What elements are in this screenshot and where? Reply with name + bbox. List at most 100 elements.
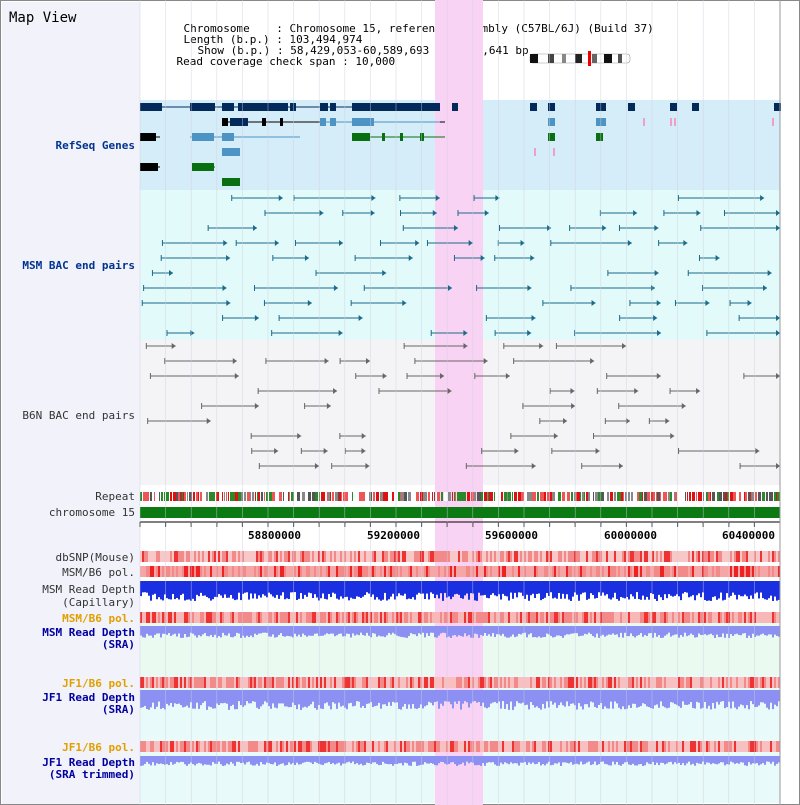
msm-depth-sra-bar <box>160 626 162 638</box>
msm-b6-pol-cell <box>306 566 308 577</box>
msm-depth-sra-bar <box>634 626 636 638</box>
msm-depth-sra-bar <box>768 626 770 635</box>
dbsnp-cell <box>256 551 258 562</box>
msm-depth-capillary-bar <box>234 581 236 601</box>
msm-b6-pol-cell <box>456 566 458 577</box>
msm-depth-capillary-bar <box>652 581 654 595</box>
msm-b6-pol-cell <box>656 566 658 577</box>
jf1-b6-pol-2-cell <box>272 741 274 752</box>
polymorphism-tracks[interactable] <box>140 551 780 766</box>
jf1-b6-pol-2-cell <box>608 741 610 752</box>
jf1-b6-pol-2-cell <box>294 741 296 752</box>
repeat-element <box>540 492 541 501</box>
repeat-element <box>233 492 235 501</box>
msm-depth-sra-bar <box>236 626 238 633</box>
dbsnp-cell <box>388 551 390 562</box>
msm-depth-sra-bar <box>174 626 176 634</box>
msm-b6-pol-sra-cell <box>454 612 456 623</box>
msm-depth-capillary-bar <box>688 581 690 598</box>
repeat-element <box>266 492 268 501</box>
dbsnp-cell <box>414 551 416 562</box>
jf1-b6-pol-cell <box>180 677 182 688</box>
msm-depth-capillary-bar <box>500 581 502 600</box>
msm-depth-capillary-bar <box>306 581 308 597</box>
jf1-depth-trimmed-bar <box>658 756 660 766</box>
dbsnp-cell <box>250 551 252 562</box>
b6n-bac-track[interactable] <box>145 343 780 469</box>
dbsnp-cell <box>682 551 684 562</box>
jf1-b6-pol-2-cell <box>154 741 156 752</box>
dbsnp-cell <box>528 551 530 562</box>
jf1-depth-sra-bar <box>274 690 276 708</box>
jf1-b6-pol-cell <box>356 677 358 688</box>
jf1-depth-trimmed-bar <box>204 756 206 765</box>
msm-depth-capillary-bar <box>560 581 562 599</box>
jf1-b6-pol-2-cell <box>388 741 390 752</box>
msm-depth-capillary-bar <box>162 581 164 601</box>
jf1-depth-sra-bar <box>462 690 464 704</box>
jf1-depth-trimmed-bar <box>444 756 446 764</box>
msm-depth-sra-bar <box>170 626 172 636</box>
jf1-b6-pol-cell <box>676 677 678 688</box>
jf1-b6-pol-cell <box>182 677 184 688</box>
msm-depth-capillary-bar <box>706 581 708 601</box>
jf1-depth-trimmed-bar <box>210 756 212 766</box>
repeat-element <box>529 492 532 501</box>
msm-b6-pol-cell <box>266 566 268 577</box>
jf1-depth-trimmed-bar <box>652 756 654 762</box>
dbsnp-cell <box>588 551 590 562</box>
msm-depth-sra-bar <box>364 626 366 636</box>
dbsnp-cell <box>410 551 412 562</box>
jf1-depth-sra-bar <box>452 690 454 709</box>
jf1-b6-pol-cell <box>714 677 716 688</box>
msm-depth-capillary-bar <box>366 581 368 593</box>
repeat-element <box>621 492 623 501</box>
jf1-depth-trimmed-bar <box>562 756 564 763</box>
jf1-depth-trimmed-bar <box>506 756 508 764</box>
repeat-track[interactable] <box>140 492 780 501</box>
jf1-depth-trimmed-bar <box>432 756 434 764</box>
repeat-element <box>269 492 272 501</box>
label-jf1-b6-pol: JF1/B6 pol. <box>62 677 135 690</box>
msm-depth-capillary-bar <box>326 581 328 600</box>
msm-depth-capillary-bar <box>210 581 212 601</box>
msm-depth-sra-bar <box>498 626 500 635</box>
jf1-b6-pol-2-cell <box>206 741 208 752</box>
jf1-depth-trimmed-bar <box>550 756 552 766</box>
jf1-b6-pol-cell <box>238 677 240 688</box>
msm-depth-sra-bar <box>470 626 472 638</box>
msm-b6-pol-cell <box>380 566 382 577</box>
jf1-depth-trimmed-bar <box>430 756 432 763</box>
chromosome-ideogram[interactable] <box>529 51 631 66</box>
dbsnp-cell <box>406 551 408 562</box>
msm-depth-capillary-bar <box>432 581 434 594</box>
msm-b6-pol-sra-cell <box>356 612 358 623</box>
jf1-b6-pol-cell <box>194 677 196 688</box>
jf1-depth-sra-bar <box>682 690 684 702</box>
msm-depth-capillary-bar <box>764 581 766 600</box>
jf1-depth-sra-bar <box>546 690 548 702</box>
repeat-element <box>498 492 500 501</box>
axis-tick-label: 60400000 <box>722 529 775 542</box>
jf1-b6-pol-cell <box>508 677 510 688</box>
jf1-b6-pol-cell <box>428 677 430 688</box>
msm-b6-pol-sra-cell <box>480 612 482 623</box>
msm-b6-pol-cell <box>760 566 762 577</box>
msm-b6-pol-sra-cell <box>436 612 438 623</box>
jf1-depth-trimmed-bar <box>582 756 584 765</box>
msm-depth-capillary-bar <box>488 581 490 599</box>
msm-depth-capillary-bar <box>140 581 142 597</box>
msm-b6-pol-sra-cell <box>246 612 248 623</box>
msm-b6-pol-cell <box>278 566 280 577</box>
msm-b6-pol-cell <box>716 566 718 577</box>
jf1-b6-pol-2-cell <box>380 741 382 752</box>
dbsnp-cell <box>264 551 266 562</box>
msm-b6-pol-cell <box>162 566 164 577</box>
msm-b6-pol-cell <box>454 566 456 577</box>
msm-depth-capillary-bar <box>336 581 338 599</box>
dbsnp-cell <box>342 551 344 562</box>
msm-depth-sra-bar <box>610 626 612 635</box>
msm-bac-track[interactable] <box>141 195 780 336</box>
msm-depth-sra-bar <box>552 626 554 638</box>
